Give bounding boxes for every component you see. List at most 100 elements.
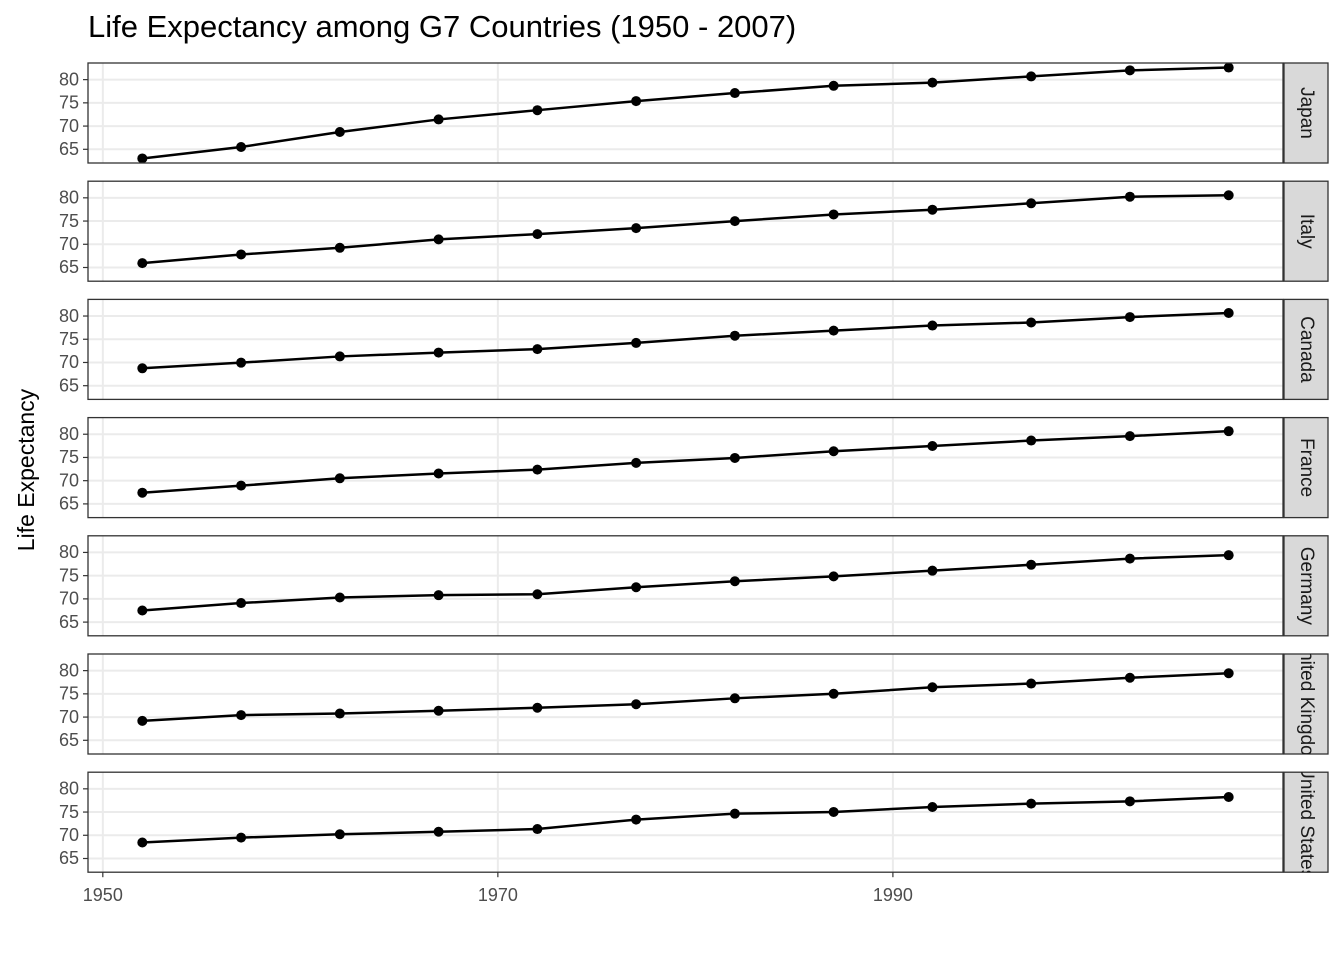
panel-border xyxy=(87,298,1284,401)
data-point xyxy=(532,229,543,240)
y-tick-label: 70 xyxy=(59,234,79,254)
strip xyxy=(1283,180,1329,282)
data-point xyxy=(631,582,642,593)
y-tick-label: 75 xyxy=(59,684,79,704)
strip xyxy=(1283,62,1329,164)
strip-label: Italy xyxy=(1296,214,1317,249)
y-tick-label: 80 xyxy=(59,424,79,444)
data-point xyxy=(334,126,345,137)
panel xyxy=(88,535,1283,636)
y-tick-label: 75 xyxy=(59,565,79,585)
data-point xyxy=(137,153,148,164)
data-point xyxy=(1124,553,1135,564)
y-tick-label: 65 xyxy=(59,848,79,868)
data-point xyxy=(1026,71,1037,82)
panel-border xyxy=(87,653,1284,755)
data-point xyxy=(631,457,642,468)
strip-group: Italy xyxy=(1296,214,1317,249)
data-point xyxy=(137,258,148,269)
data-point xyxy=(334,242,345,253)
series-line xyxy=(142,311,1229,370)
strip-label: United Kingdom xyxy=(1296,636,1317,771)
panel-border xyxy=(87,180,1284,282)
strip-group: France xyxy=(1296,438,1317,497)
data-point xyxy=(137,487,148,498)
y-tick-label: 65 xyxy=(59,139,79,159)
data-point xyxy=(137,837,148,848)
data-point xyxy=(1223,668,1234,679)
data-point xyxy=(236,249,247,260)
data-point xyxy=(137,605,148,616)
data-point xyxy=(927,77,938,88)
data-point xyxy=(532,589,543,600)
y-tick-label: 75 xyxy=(59,802,79,822)
y-tick-label: 70 xyxy=(59,589,79,609)
data-point xyxy=(433,826,444,837)
y-tick-label: 80 xyxy=(59,660,79,680)
panel-border xyxy=(87,771,1284,873)
data-point xyxy=(1026,435,1037,446)
data-point xyxy=(433,468,444,479)
data-point xyxy=(1223,792,1234,803)
data-point xyxy=(532,344,543,355)
data-point xyxy=(1124,796,1135,807)
data-point xyxy=(433,705,444,716)
data-point xyxy=(334,708,345,719)
strip xyxy=(1283,298,1329,401)
data-point xyxy=(631,96,642,107)
panel-border xyxy=(87,535,1284,637)
data-point xyxy=(1124,312,1135,323)
y-tick-label: 70 xyxy=(59,116,79,136)
y-tick-label: 80 xyxy=(59,306,79,326)
strip xyxy=(1283,416,1329,519)
data-point xyxy=(137,363,148,374)
strip xyxy=(1283,535,1329,637)
panel xyxy=(88,654,1283,754)
chart-title: Life Expectancy among G7 Countries (1950… xyxy=(88,9,796,44)
data-point xyxy=(1223,190,1234,201)
y-tick-label: 65 xyxy=(59,612,79,632)
x-tick-label: 1950 xyxy=(83,885,123,905)
data-point xyxy=(729,88,740,99)
data-point xyxy=(433,234,444,245)
series-line xyxy=(142,194,1229,265)
data-point xyxy=(236,480,247,491)
data-point xyxy=(927,320,938,331)
data-point xyxy=(828,325,839,336)
y-tick-label: 65 xyxy=(59,494,79,514)
strip-group: United Kingdom xyxy=(1296,636,1317,771)
y-tick-label: 80 xyxy=(59,779,79,799)
x-tick-label: 1990 xyxy=(873,885,913,905)
data-point xyxy=(828,806,839,817)
y-tick-label: 70 xyxy=(59,470,79,490)
data-point xyxy=(1124,191,1135,202)
series-line xyxy=(142,429,1229,494)
data-point xyxy=(1223,426,1234,437)
data-point xyxy=(236,141,247,152)
data-point xyxy=(236,357,247,368)
data-point xyxy=(631,337,642,348)
data-point xyxy=(729,693,740,704)
data-point xyxy=(828,209,839,220)
data-point xyxy=(1223,308,1234,319)
data-point xyxy=(729,452,740,463)
panel xyxy=(88,417,1283,518)
data-point xyxy=(828,446,839,457)
y-tick-label: 65 xyxy=(59,257,79,277)
strip xyxy=(1283,653,1329,755)
data-point xyxy=(631,814,642,825)
data-point xyxy=(927,565,938,576)
data-point xyxy=(927,682,938,693)
strip-label: Canada xyxy=(1296,316,1317,383)
y-tick-label: 80 xyxy=(59,188,79,208)
strip xyxy=(1283,771,1329,873)
data-point xyxy=(236,710,247,721)
data-point xyxy=(927,441,938,452)
y-tick-label: 80 xyxy=(59,69,79,89)
data-point xyxy=(433,347,444,358)
y-tick-label: 75 xyxy=(59,447,79,467)
strip-label: Germany xyxy=(1296,547,1317,626)
data-point xyxy=(1223,550,1234,561)
y-tick-label: 70 xyxy=(59,707,79,727)
